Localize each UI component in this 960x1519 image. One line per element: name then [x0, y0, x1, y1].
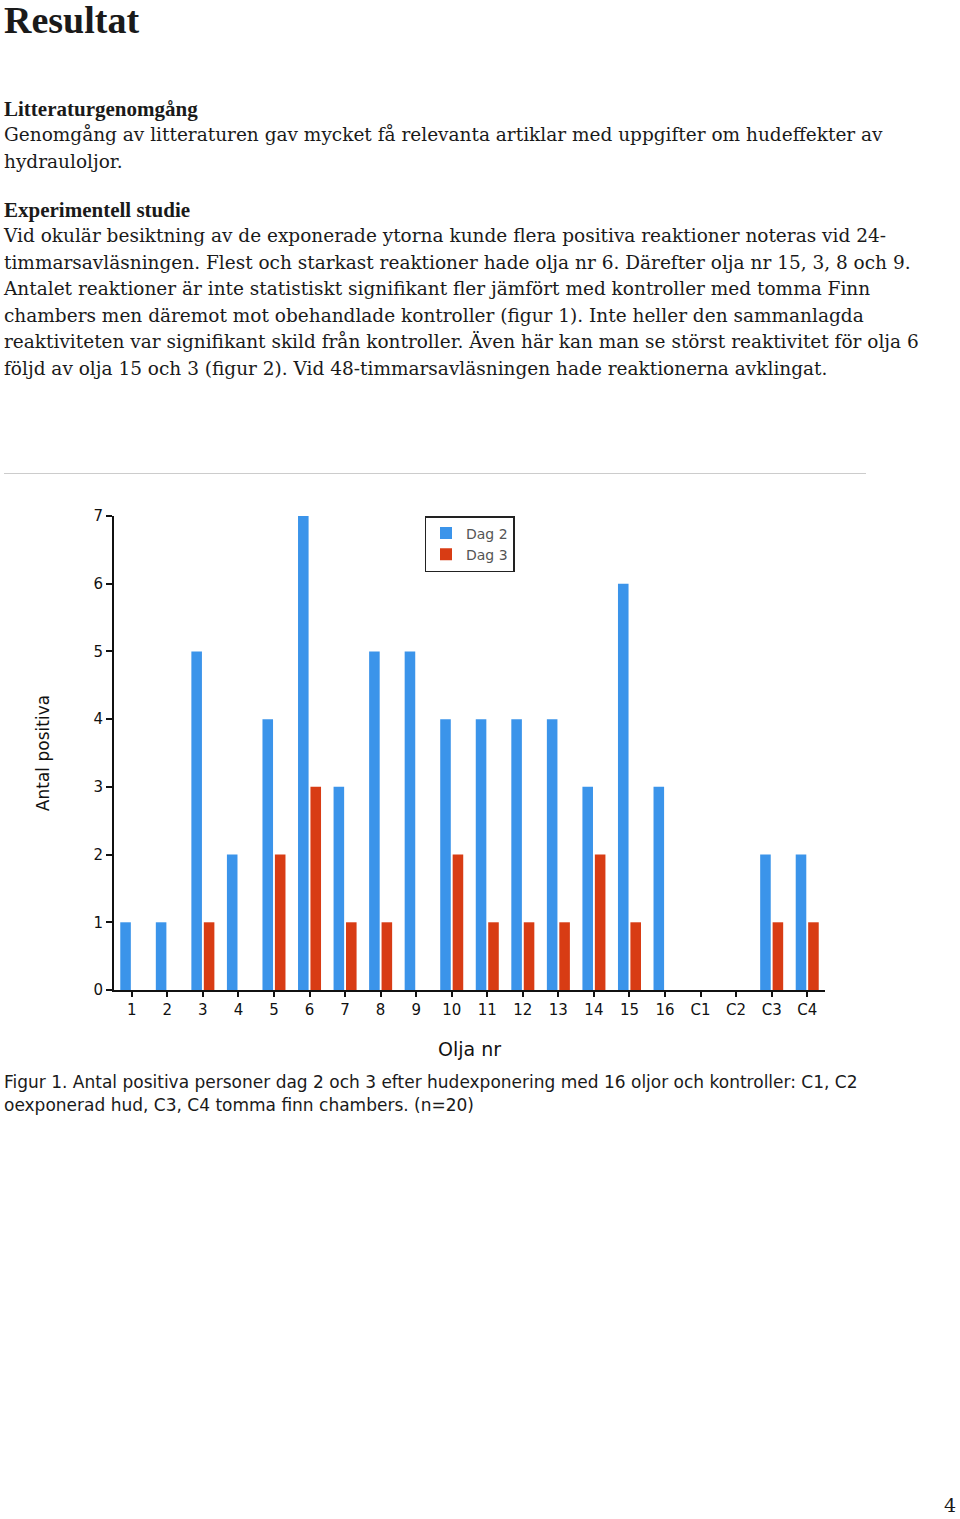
- svg-text:Dag 2: Dag 2: [466, 526, 508, 542]
- html-text:Figur 1. Antal positiva person: Figur 1. Antal positiva personer dag 2 o…: [4, 1072, 858, 1115]
- svg-text:14: 14: [584, 1001, 603, 1019]
- svg-text:15: 15: [620, 1001, 639, 1019]
- svg-text:C3: C3: [762, 1001, 782, 1019]
- svg-text:1: 1: [127, 1001, 137, 1019]
- svg-text:8: 8: [376, 1001, 386, 1019]
- svg-text:3: 3: [93, 778, 103, 796]
- svg-text:Olja nr: Olja nr: [438, 1038, 501, 1060]
- html-text:Litteraturgenomgång: Litteraturgenomgång: [4, 97, 198, 121]
- svg-text:4: 4: [234, 1001, 244, 1019]
- svg-text:9: 9: [411, 1001, 421, 1019]
- svg-text:2: 2: [93, 846, 103, 864]
- svg-text:2: 2: [163, 1001, 173, 1019]
- svg-text:C1: C1: [691, 1001, 711, 1019]
- svg-text:10: 10: [442, 1001, 461, 1019]
- svg-text:13: 13: [549, 1001, 568, 1019]
- svg-text:6: 6: [93, 575, 103, 593]
- svg-text:Dag 3: Dag 3: [466, 547, 508, 563]
- svg-text:C4: C4: [797, 1001, 817, 1019]
- svg-text:12: 12: [513, 1001, 532, 1019]
- html-text:4: 4: [943, 1494, 956, 1516]
- svg-text:6: 6: [305, 1001, 315, 1019]
- svg-text:16: 16: [655, 1001, 674, 1019]
- html-text:Resultat: Resultat: [4, 0, 140, 41]
- svg-text:3: 3: [198, 1001, 208, 1019]
- html-text:Experimentell studie: Experimentell studie: [4, 198, 191, 222]
- svg-text:Antal positiva: Antal positiva: [33, 695, 53, 811]
- html-text:Vid okulär besiktning av de ex: Vid okulär besiktning av de exponerade y…: [4, 225, 919, 379]
- svg-text:7: 7: [340, 1001, 350, 1019]
- svg-text:C2: C2: [726, 1001, 746, 1019]
- svg-text:11: 11: [478, 1001, 497, 1019]
- svg-text:4: 4: [93, 710, 103, 728]
- svg-text:0: 0: [93, 981, 103, 999]
- svg-text:1: 1: [93, 914, 103, 932]
- svg-text:5: 5: [93, 643, 103, 661]
- html-text:Genomgång av litteraturen gav: Genomgång av litteraturen gav mycket få …: [4, 124, 883, 172]
- svg-text:5: 5: [269, 1001, 279, 1019]
- svg-text:7: 7: [93, 507, 103, 525]
